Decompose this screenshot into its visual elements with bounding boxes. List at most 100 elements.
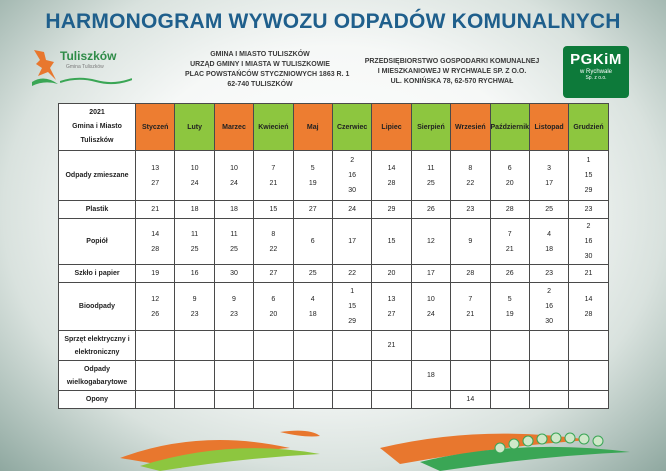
pickup-dates-cell <box>450 330 491 361</box>
pickup-dates-cell: 30 <box>213 264 255 283</box>
month-header: Luty <box>174 103 215 151</box>
table-row: Odpady zmieszane 13 27 10 24 10 24 7 21 5 19 2… <box>58 150 609 201</box>
pickup-dates-cell <box>489 330 530 361</box>
pickup-dates-cell <box>331 360 373 391</box>
pickup-dates-cell <box>253 360 294 391</box>
pickup-dates-cell <box>292 390 333 409</box>
pickup-dates-cell: 15 <box>371 218 412 265</box>
pickup-dates-cell: 19 <box>134 264 176 283</box>
pickup-dates-cell: 27 <box>292 200 333 219</box>
municipality-label: Gmina i Miasto <box>72 123 122 130</box>
pickup-dates-cell: 29 <box>371 200 412 219</box>
month-header: Październik <box>489 103 530 151</box>
month-header: Maj <box>292 103 333 151</box>
pickup-dates-cell <box>410 390 452 409</box>
pickup-dates-cell: 17 <box>410 264 452 283</box>
pickup-dates-cell: 7 21 <box>450 282 491 331</box>
month-header: Listopad <box>528 103 570 151</box>
pickup-dates-cell: 9 23 <box>213 282 255 331</box>
pickup-dates-cell <box>134 390 176 409</box>
pickup-dates-cell: 17 <box>331 218 373 265</box>
month-header: Styczeń <box>134 103 176 151</box>
waste-type-label: Odpady zmieszane <box>58 150 136 201</box>
table-row: Bioodpady 12 26 9 23 9 23 6 20 4 18 1 15 29 13 … <box>58 282 609 331</box>
table-row: Plastik 21 18 18 15 27 24 29 26 23 28 25 23 <box>58 200 609 219</box>
pickup-dates-cell: 6 <box>292 218 333 265</box>
waste-type-label: Odpady wielkogabarytowe <box>58 360 136 391</box>
pickup-dates-cell: 14 28 <box>134 218 176 265</box>
address-line: URZĄD GMINY I MIASTA W TULISZKOWIE <box>190 61 330 68</box>
pickup-dates-cell: 11 25 <box>410 150 452 201</box>
pickup-dates-cell: 21 <box>371 330 412 361</box>
pickup-dates-cell <box>568 360 609 391</box>
pickup-dates-cell: 3 17 <box>528 150 570 201</box>
company-address: PRZEDSIĘBIORSTWO GOSPODARKI KOMUNALNEJ I… <box>364 57 540 87</box>
pickup-dates-cell <box>371 390 412 409</box>
pickup-dates-cell <box>450 360 491 391</box>
table-body: Odpady zmieszane 13 27 10 24 10 24 7 21 5 19 2… <box>58 150 609 409</box>
pickup-dates-cell: 5 19 <box>292 150 333 201</box>
municipality-label: Tuliszków <box>80 137 114 144</box>
logo-sub: Gmina Tuliszków <box>66 64 104 70</box>
pickup-dates-cell: 14 <box>450 390 491 409</box>
pickup-dates-cell <box>134 330 176 361</box>
municipality-address: GMINA I MIASTO TULISZKÓW URZĄD GMINY I M… <box>185 50 350 90</box>
pickup-dates-cell: 23 <box>450 200 491 219</box>
table-row: Popiół 14 28 11 25 11 25 8 22 6 17 15 12 9 7 21 4 1… <box>58 218 609 265</box>
table-row: Szkło i papier 19 16 30 27 25 22 20 17 28 26 23 21 <box>58 264 609 283</box>
tuliszkow-logo: Tuliszków Gmina Tuliszków <box>30 46 132 90</box>
pickup-dates-cell: 2 16 30 <box>331 150 373 201</box>
month-header: Lipiec <box>371 103 412 151</box>
address-line: PRZEDSIĘBIORSTWO GOSPODARKI KOMUNALNEJ <box>364 58 540 65</box>
pickup-dates-cell <box>213 360 255 391</box>
pickup-dates-cell: 28 <box>450 264 491 283</box>
waste-type-label: Sprzęt elektryczny i elektroniczny <box>58 330 136 361</box>
pickup-dates-cell <box>528 360 570 391</box>
pickup-dates-cell: 21 <box>568 264 609 283</box>
pickup-dates-cell: 13 27 <box>134 150 176 201</box>
pickup-dates-cell <box>174 330 215 361</box>
pickup-dates-cell: 10 24 <box>213 150 255 201</box>
pickup-dates-cell: 22 <box>331 264 373 283</box>
waste-type-label: Szkło i papier <box>58 264 136 283</box>
pickup-dates-cell: 13 27 <box>371 282 412 331</box>
pickup-dates-cell: 27 <box>253 264 294 283</box>
address-line: PLAC POWSTAŃCÓW STYCZNIOWYCH 1863 R. 1 <box>185 71 350 78</box>
pickup-dates-cell: 9 <box>450 218 491 265</box>
waste-type-label: Opony <box>58 390 136 409</box>
month-header: Sierpień <box>410 103 452 151</box>
pickup-dates-cell <box>213 390 255 409</box>
pickup-dates-cell: 14 28 <box>568 282 609 331</box>
pickup-dates-cell: 1 15 29 <box>568 150 609 201</box>
waste-type-label: Plastik <box>58 200 136 219</box>
table-row: Opony 14 <box>58 390 609 409</box>
pickup-dates-cell: 10 24 <box>174 150 215 201</box>
month-header: Kwiecień <box>253 103 294 151</box>
pickup-dates-cell <box>292 330 333 361</box>
pickup-dates-cell <box>174 390 215 409</box>
pickup-dates-cell: 20 <box>371 264 412 283</box>
pickup-dates-cell: 4 18 <box>528 218 570 265</box>
pickup-dates-cell <box>489 360 530 391</box>
pickup-dates-cell: 12 <box>410 218 452 265</box>
pickup-dates-cell <box>410 330 452 361</box>
pickup-dates-cell: 26 <box>489 264 530 283</box>
pickup-dates-cell <box>371 360 412 391</box>
address-line: I MIESZKANIOWEJ W RYCHWALE SP. Z O.O. <box>377 68 527 75</box>
month-header: Grudzień <box>568 103 609 151</box>
pickup-dates-cell: 18 <box>174 200 215 219</box>
pickup-dates-cell: 18 <box>410 360 452 391</box>
pickup-dates-cell: 28 <box>489 200 530 219</box>
logo-brand: PGKiM <box>570 51 622 68</box>
wave-icon <box>60 77 132 85</box>
pickup-dates-cell: 6 20 <box>489 150 530 201</box>
pickup-dates-cell: 12 26 <box>134 282 176 331</box>
address-line: 62-740 TULISZKÓW <box>227 81 293 88</box>
pickup-dates-cell: 2 16 30 <box>568 218 609 265</box>
pickup-dates-cell: 1 15 29 <box>331 282 373 331</box>
table-row: Sprzęt elektryczny i elektroniczny 21 <box>58 330 609 361</box>
waste-type-label: Bioodpady <box>58 282 136 331</box>
pickup-dates-cell: 9 23 <box>174 282 215 331</box>
pickup-dates-cell <box>331 330 373 361</box>
decorative-swoosh-icon <box>120 430 630 471</box>
